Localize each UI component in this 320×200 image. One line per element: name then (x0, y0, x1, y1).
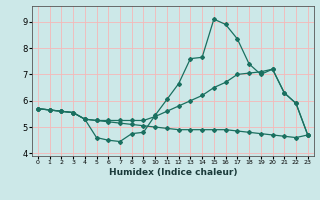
X-axis label: Humidex (Indice chaleur): Humidex (Indice chaleur) (108, 168, 237, 177)
